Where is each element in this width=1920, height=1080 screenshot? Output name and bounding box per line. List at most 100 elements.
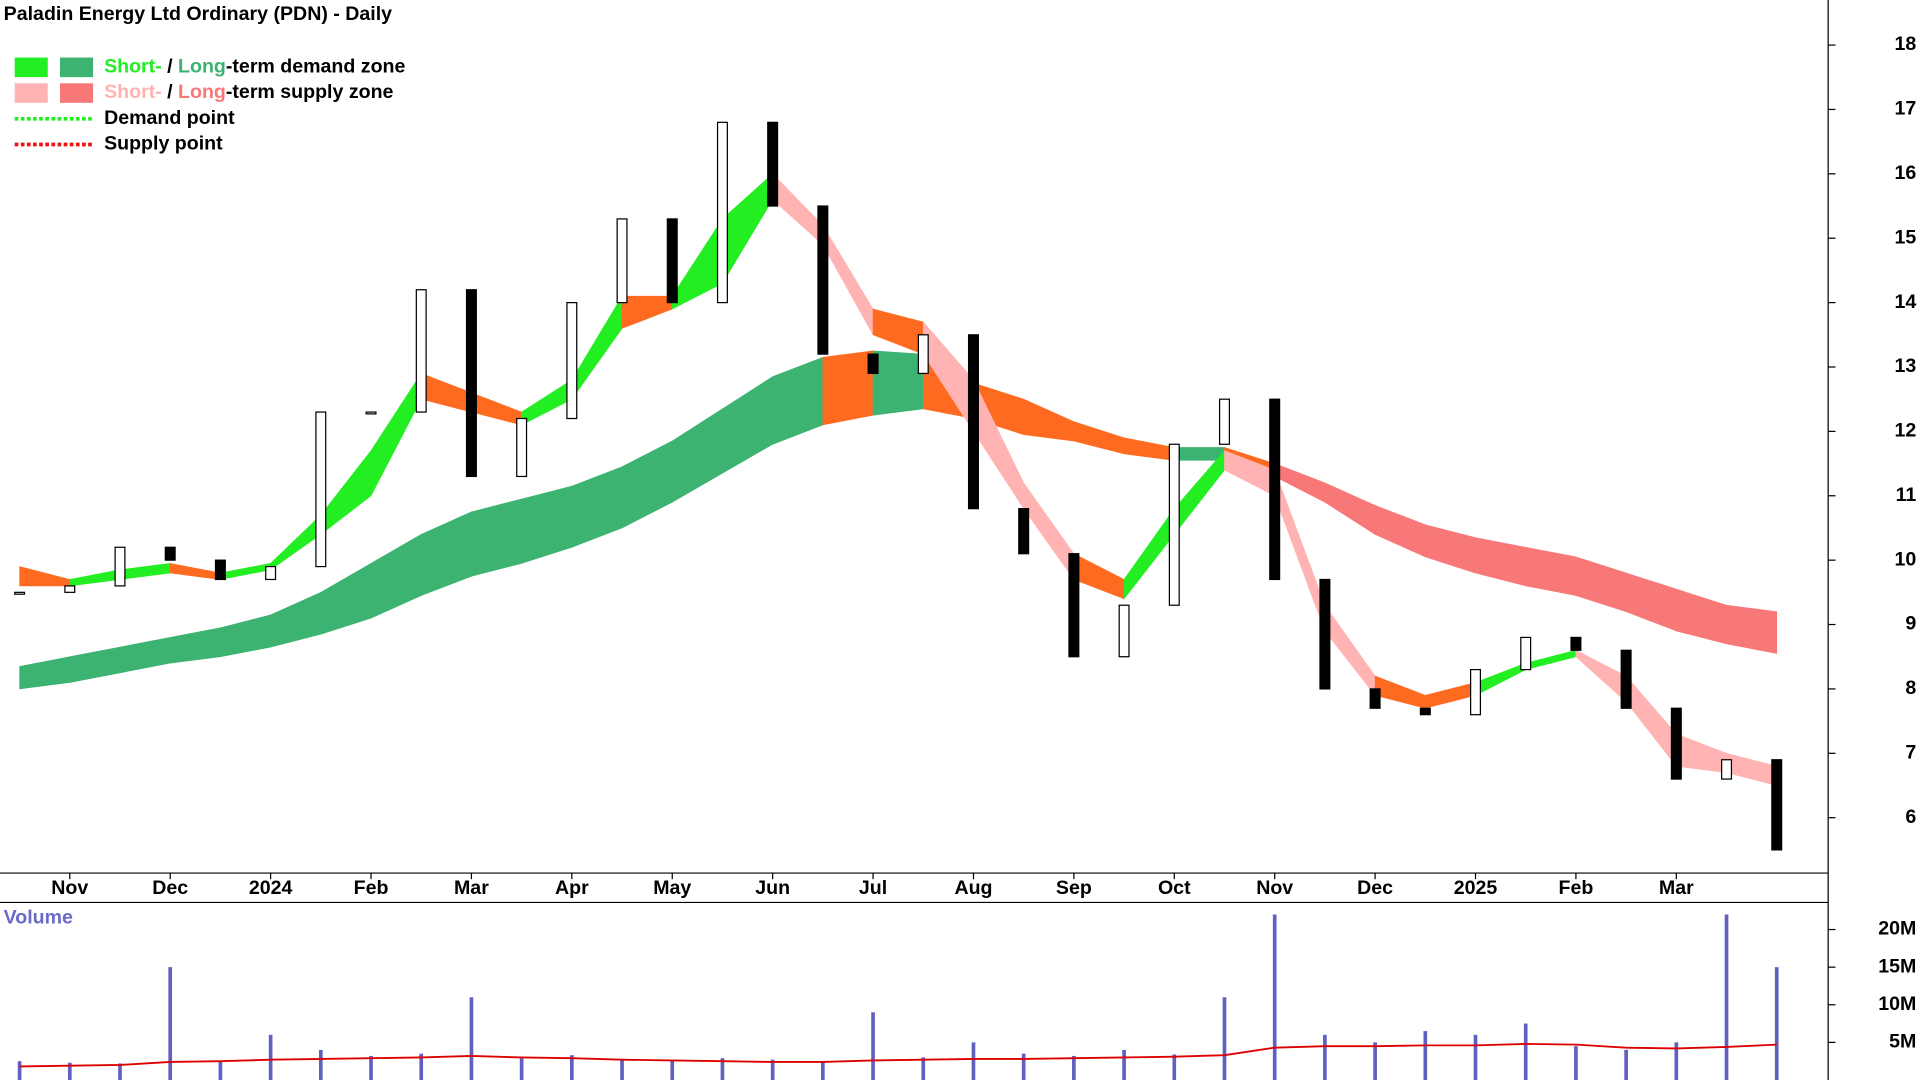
candle bbox=[1470, 668, 1482, 716]
candle bbox=[516, 417, 528, 478]
x-tick-label: Jun bbox=[755, 877, 790, 899]
candle bbox=[365, 411, 377, 415]
y-tick-label: 8 bbox=[1905, 677, 1916, 699]
volume-bar bbox=[1373, 1042, 1377, 1080]
y-tick-label: 17 bbox=[1895, 98, 1917, 120]
legend-text: / bbox=[162, 81, 178, 103]
candle bbox=[1570, 636, 1582, 651]
candle bbox=[1620, 649, 1632, 709]
volume-bar bbox=[168, 967, 173, 1080]
volume-bar bbox=[268, 1034, 273, 1080]
legend-swatch bbox=[60, 83, 94, 103]
legend-text: Supply point bbox=[104, 133, 223, 155]
long-term-zone bbox=[1173, 447, 1225, 461]
x-tick-label: May bbox=[653, 877, 691, 899]
x-tick-label: Mar bbox=[454, 877, 489, 899]
candle bbox=[666, 218, 678, 304]
legend-swatch bbox=[60, 57, 94, 78]
candle bbox=[1018, 508, 1030, 555]
volume-tick-label: 5M bbox=[1889, 1031, 1916, 1053]
volume-bar bbox=[17, 1061, 22, 1080]
volume-bar bbox=[1674, 1042, 1679, 1080]
volume-bar bbox=[519, 1057, 524, 1080]
legend-text: -term demand zone bbox=[226, 56, 406, 78]
x-tick-label: Dec bbox=[152, 877, 188, 899]
candle bbox=[114, 546, 126, 587]
volume-bar bbox=[67, 1062, 72, 1080]
candle bbox=[265, 565, 277, 581]
candle bbox=[1419, 707, 1431, 716]
volume-bar bbox=[1724, 914, 1729, 1080]
legend-swatch bbox=[14, 57, 48, 78]
candle bbox=[867, 353, 879, 375]
candle bbox=[967, 334, 979, 510]
volume-label: Volume bbox=[4, 907, 73, 929]
long-term-zone bbox=[471, 498, 522, 577]
candle bbox=[164, 546, 176, 561]
volume-bar bbox=[971, 1042, 976, 1080]
volume-bar bbox=[620, 1058, 624, 1080]
legend-text: Long bbox=[178, 56, 226, 78]
volume-average bbox=[19, 1042, 1777, 1068]
y-tick-label: 18 bbox=[1895, 33, 1917, 55]
volume-tick-label: 10M bbox=[1878, 993, 1916, 1015]
candle bbox=[1319, 578, 1331, 690]
x-tick-label: Sep bbox=[1056, 877, 1092, 899]
volume-bar bbox=[720, 1058, 725, 1080]
candle bbox=[14, 591, 26, 595]
volume-tick-label: 20M bbox=[1878, 918, 1916, 940]
long-term-zone bbox=[822, 350, 874, 426]
legend-text: / bbox=[162, 56, 178, 78]
legend-entry: Supply point bbox=[104, 133, 223, 155]
y-tick-label: 9 bbox=[1905, 613, 1916, 635]
volume-bar bbox=[570, 1055, 574, 1080]
candle bbox=[1168, 443, 1180, 606]
x-tick-label: 2024 bbox=[249, 877, 293, 899]
long-term-zone bbox=[1726, 604, 1778, 654]
volume-bar bbox=[1423, 1031, 1428, 1080]
legend-text: Short- bbox=[104, 56, 162, 78]
candle bbox=[917, 334, 929, 375]
volume-bar bbox=[1222, 997, 1227, 1080]
candle bbox=[415, 289, 427, 413]
volume-bar bbox=[1624, 1049, 1628, 1080]
candle bbox=[716, 121, 728, 304]
candle bbox=[315, 411, 327, 568]
volume-bar bbox=[1473, 1034, 1478, 1080]
volume-bar bbox=[469, 997, 474, 1080]
y-tick-label: 15 bbox=[1895, 226, 1917, 248]
y-tick-label: 10 bbox=[1895, 548, 1917, 570]
legend-text: Long bbox=[178, 81, 226, 103]
candle bbox=[767, 121, 779, 207]
volume-bar bbox=[369, 1055, 373, 1080]
y-tick-label: 6 bbox=[1905, 806, 1916, 828]
x-tick-label: Oct bbox=[1158, 877, 1191, 899]
candle bbox=[64, 585, 76, 593]
x-tick-label: Mar bbox=[1659, 877, 1694, 899]
legend-entry: Short- / Long-term supply zone bbox=[104, 81, 393, 103]
candle bbox=[616, 218, 628, 304]
x-tick-label: Dec bbox=[1357, 877, 1393, 899]
candle bbox=[1721, 759, 1733, 780]
volume-bar bbox=[1272, 914, 1277, 1080]
candle bbox=[817, 205, 829, 355]
y-tick-label: 11 bbox=[1896, 484, 1917, 506]
candle bbox=[214, 559, 226, 581]
volume-bar bbox=[770, 1059, 775, 1080]
volume-bar bbox=[1172, 1054, 1177, 1080]
volume-bar bbox=[1122, 1049, 1126, 1080]
y-tick-label: 14 bbox=[1895, 291, 1917, 313]
y-tick-label: 16 bbox=[1895, 162, 1917, 184]
y-tick-label: 13 bbox=[1895, 355, 1917, 377]
candle bbox=[1218, 398, 1231, 445]
candle bbox=[1771, 759, 1783, 851]
x-tick-label: Nov bbox=[1256, 877, 1293, 899]
volume-bar bbox=[318, 1049, 323, 1080]
volume-bar bbox=[1523, 1023, 1528, 1080]
volume-bar bbox=[1323, 1034, 1327, 1080]
volume-bar bbox=[821, 1061, 825, 1080]
x-tick-label: Feb bbox=[1559, 877, 1594, 899]
volume-bar bbox=[1774, 967, 1779, 1080]
